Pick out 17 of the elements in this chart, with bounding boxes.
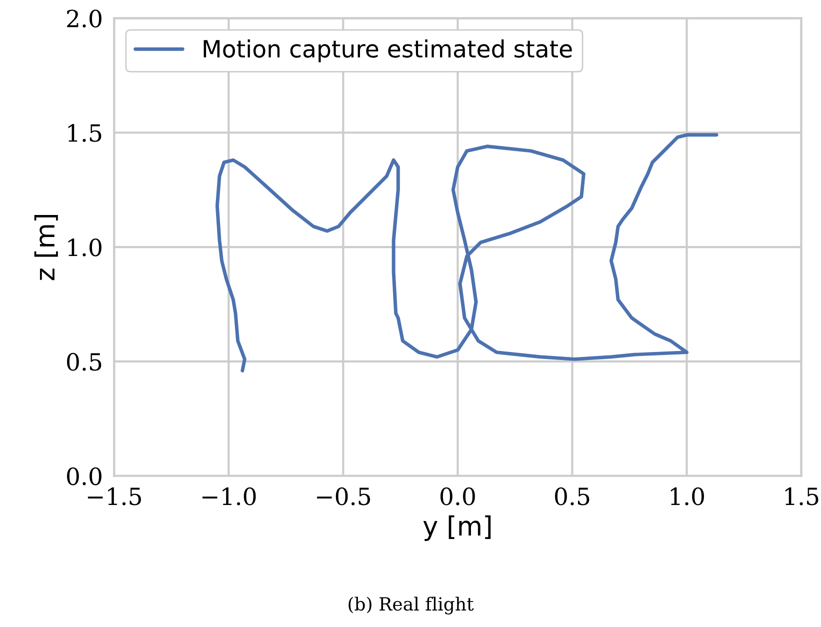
y-tick-label: 1.5 [68, 124, 102, 142]
y-axis-title: z [m] [34, 215, 58, 280]
y-tick-label: 2.0 [67, 10, 102, 28]
line-series [215, 133, 718, 372]
x-tick-label: 1.0 [670, 487, 704, 506]
x-axis-title: y [m] [423, 515, 491, 541]
legend-label: Motion capture estimated state [204, 39, 572, 62]
x-tick-label: −1.5 [88, 487, 141, 506]
y-tick-label: 0.0 [67, 467, 102, 486]
text: (b) Real flight [348, 596, 474, 614]
x-tick-label: −1.0 [202, 487, 256, 506]
y-tick-label: 0.5 [67, 352, 102, 371]
x-tick-label: −0.5 [317, 487, 370, 506]
y-tick-label: 1.0 [68, 238, 102, 256]
x-tick-label: 0.5 [555, 487, 590, 506]
x-tick-label: 0.0 [440, 487, 475, 506]
x-tick-label: 1.5 [785, 487, 818, 506]
